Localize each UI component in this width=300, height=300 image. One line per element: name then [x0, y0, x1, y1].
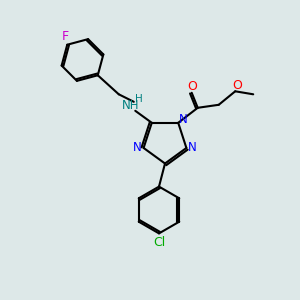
Text: N: N: [133, 142, 142, 154]
Text: O: O: [187, 80, 197, 93]
Text: F: F: [62, 30, 69, 43]
Text: O: O: [232, 79, 242, 92]
Text: H: H: [135, 94, 143, 104]
Text: Cl: Cl: [153, 236, 165, 249]
Text: N: N: [179, 113, 188, 126]
Text: NH: NH: [122, 99, 140, 112]
Text: N: N: [188, 142, 197, 154]
